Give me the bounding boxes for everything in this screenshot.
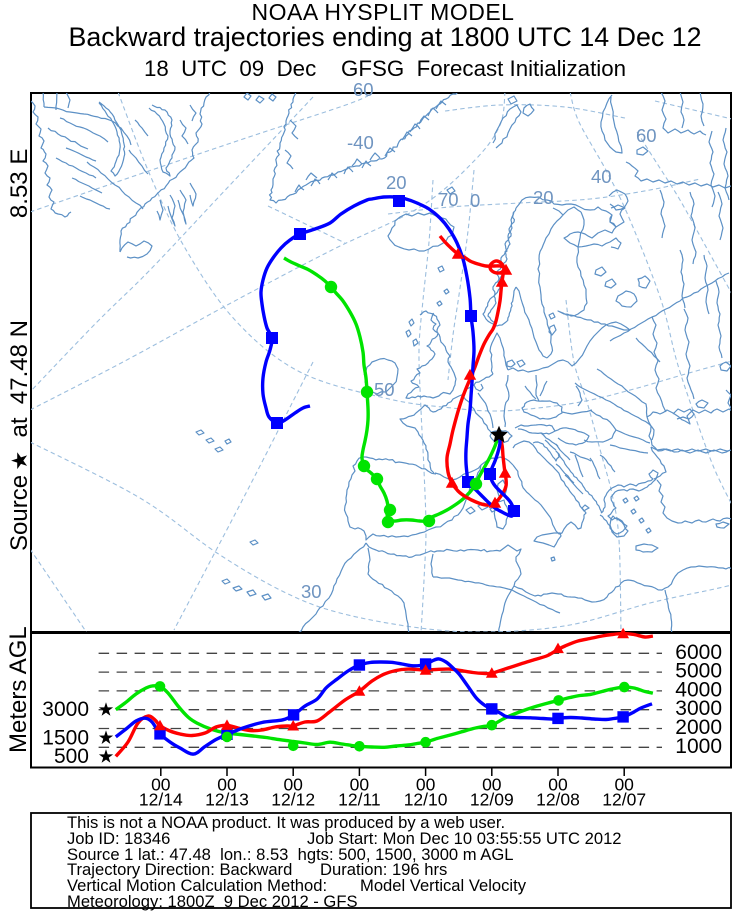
svg-text:500: 500 [54, 745, 89, 768]
svg-text:2000: 2000 [675, 716, 722, 739]
svg-text:12/12: 12/12 [271, 790, 315, 810]
svg-text:12/10: 12/10 [404, 790, 448, 810]
svg-text:60: 60 [353, 79, 374, 100]
svg-text:1000: 1000 [675, 735, 722, 758]
svg-text:12/13: 12/13 [205, 790, 249, 810]
svg-text:0: 0 [470, 190, 480, 211]
svg-text:00: 00 [614, 775, 634, 795]
svg-text:6000: 6000 [675, 641, 722, 664]
svg-text:3000: 3000 [675, 697, 722, 720]
svg-text:00: 00 [416, 775, 436, 795]
svg-text:00: 00 [217, 775, 237, 795]
svg-text:20: 20 [533, 187, 554, 208]
svg-text:4000: 4000 [675, 678, 722, 701]
svg-text:20: 20 [386, 172, 407, 193]
svg-text:5000: 5000 [675, 660, 722, 683]
svg-text:3000: 3000 [42, 698, 89, 721]
svg-text:1500: 1500 [42, 726, 89, 749]
svg-text:40: 40 [591, 166, 612, 187]
svg-text:00: 00 [548, 775, 568, 795]
svg-text:70: 70 [438, 189, 459, 210]
svg-text:00: 00 [283, 775, 303, 795]
svg-text:12/11: 12/11 [338, 790, 381, 810]
svg-text:12/07: 12/07 [602, 790, 646, 810]
svg-text:00: 00 [151, 775, 171, 795]
svg-text:12/09: 12/09 [470, 790, 514, 810]
svg-text:30: 30 [301, 581, 322, 602]
svg-text:00: 00 [350, 775, 370, 795]
svg-text:50: 50 [374, 379, 395, 400]
svg-text:60: 60 [636, 125, 657, 146]
svg-text:-40: -40 [347, 132, 374, 153]
svg-text:00: 00 [482, 775, 502, 795]
svg-text:12/14: 12/14 [139, 790, 183, 810]
svg-text:12/08: 12/08 [536, 790, 580, 810]
